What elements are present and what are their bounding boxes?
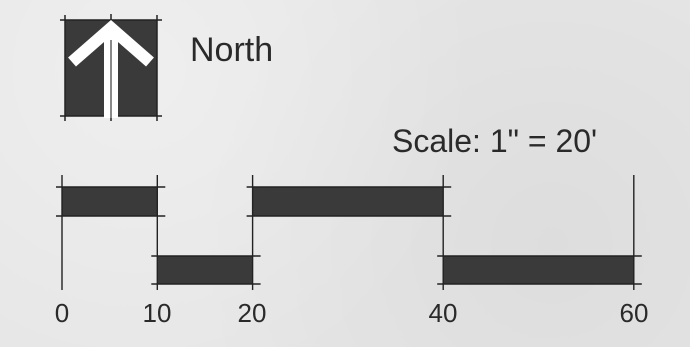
scale-bar bbox=[56, 175, 642, 290]
scale-segment-1 bbox=[157, 256, 253, 284]
scale-label: Scale: 1" = 20' bbox=[392, 123, 598, 159]
scale-tick-label-60: 60 bbox=[619, 298, 649, 328]
scale-tick-label-0: 0 bbox=[54, 298, 70, 328]
north-arrow-head bbox=[68, 20, 154, 67]
scale-tick-label-40: 40 bbox=[428, 298, 458, 328]
scale-segment-2 bbox=[252, 187, 444, 216]
scale-segment-0 bbox=[62, 187, 158, 216]
north-arrow-icon bbox=[60, 14, 162, 121]
scale-tick-label-10: 10 bbox=[142, 298, 172, 328]
scale-tick-label-20: 20 bbox=[237, 298, 267, 328]
north-label: North bbox=[190, 31, 274, 69]
scale-segment-3 bbox=[443, 256, 634, 284]
